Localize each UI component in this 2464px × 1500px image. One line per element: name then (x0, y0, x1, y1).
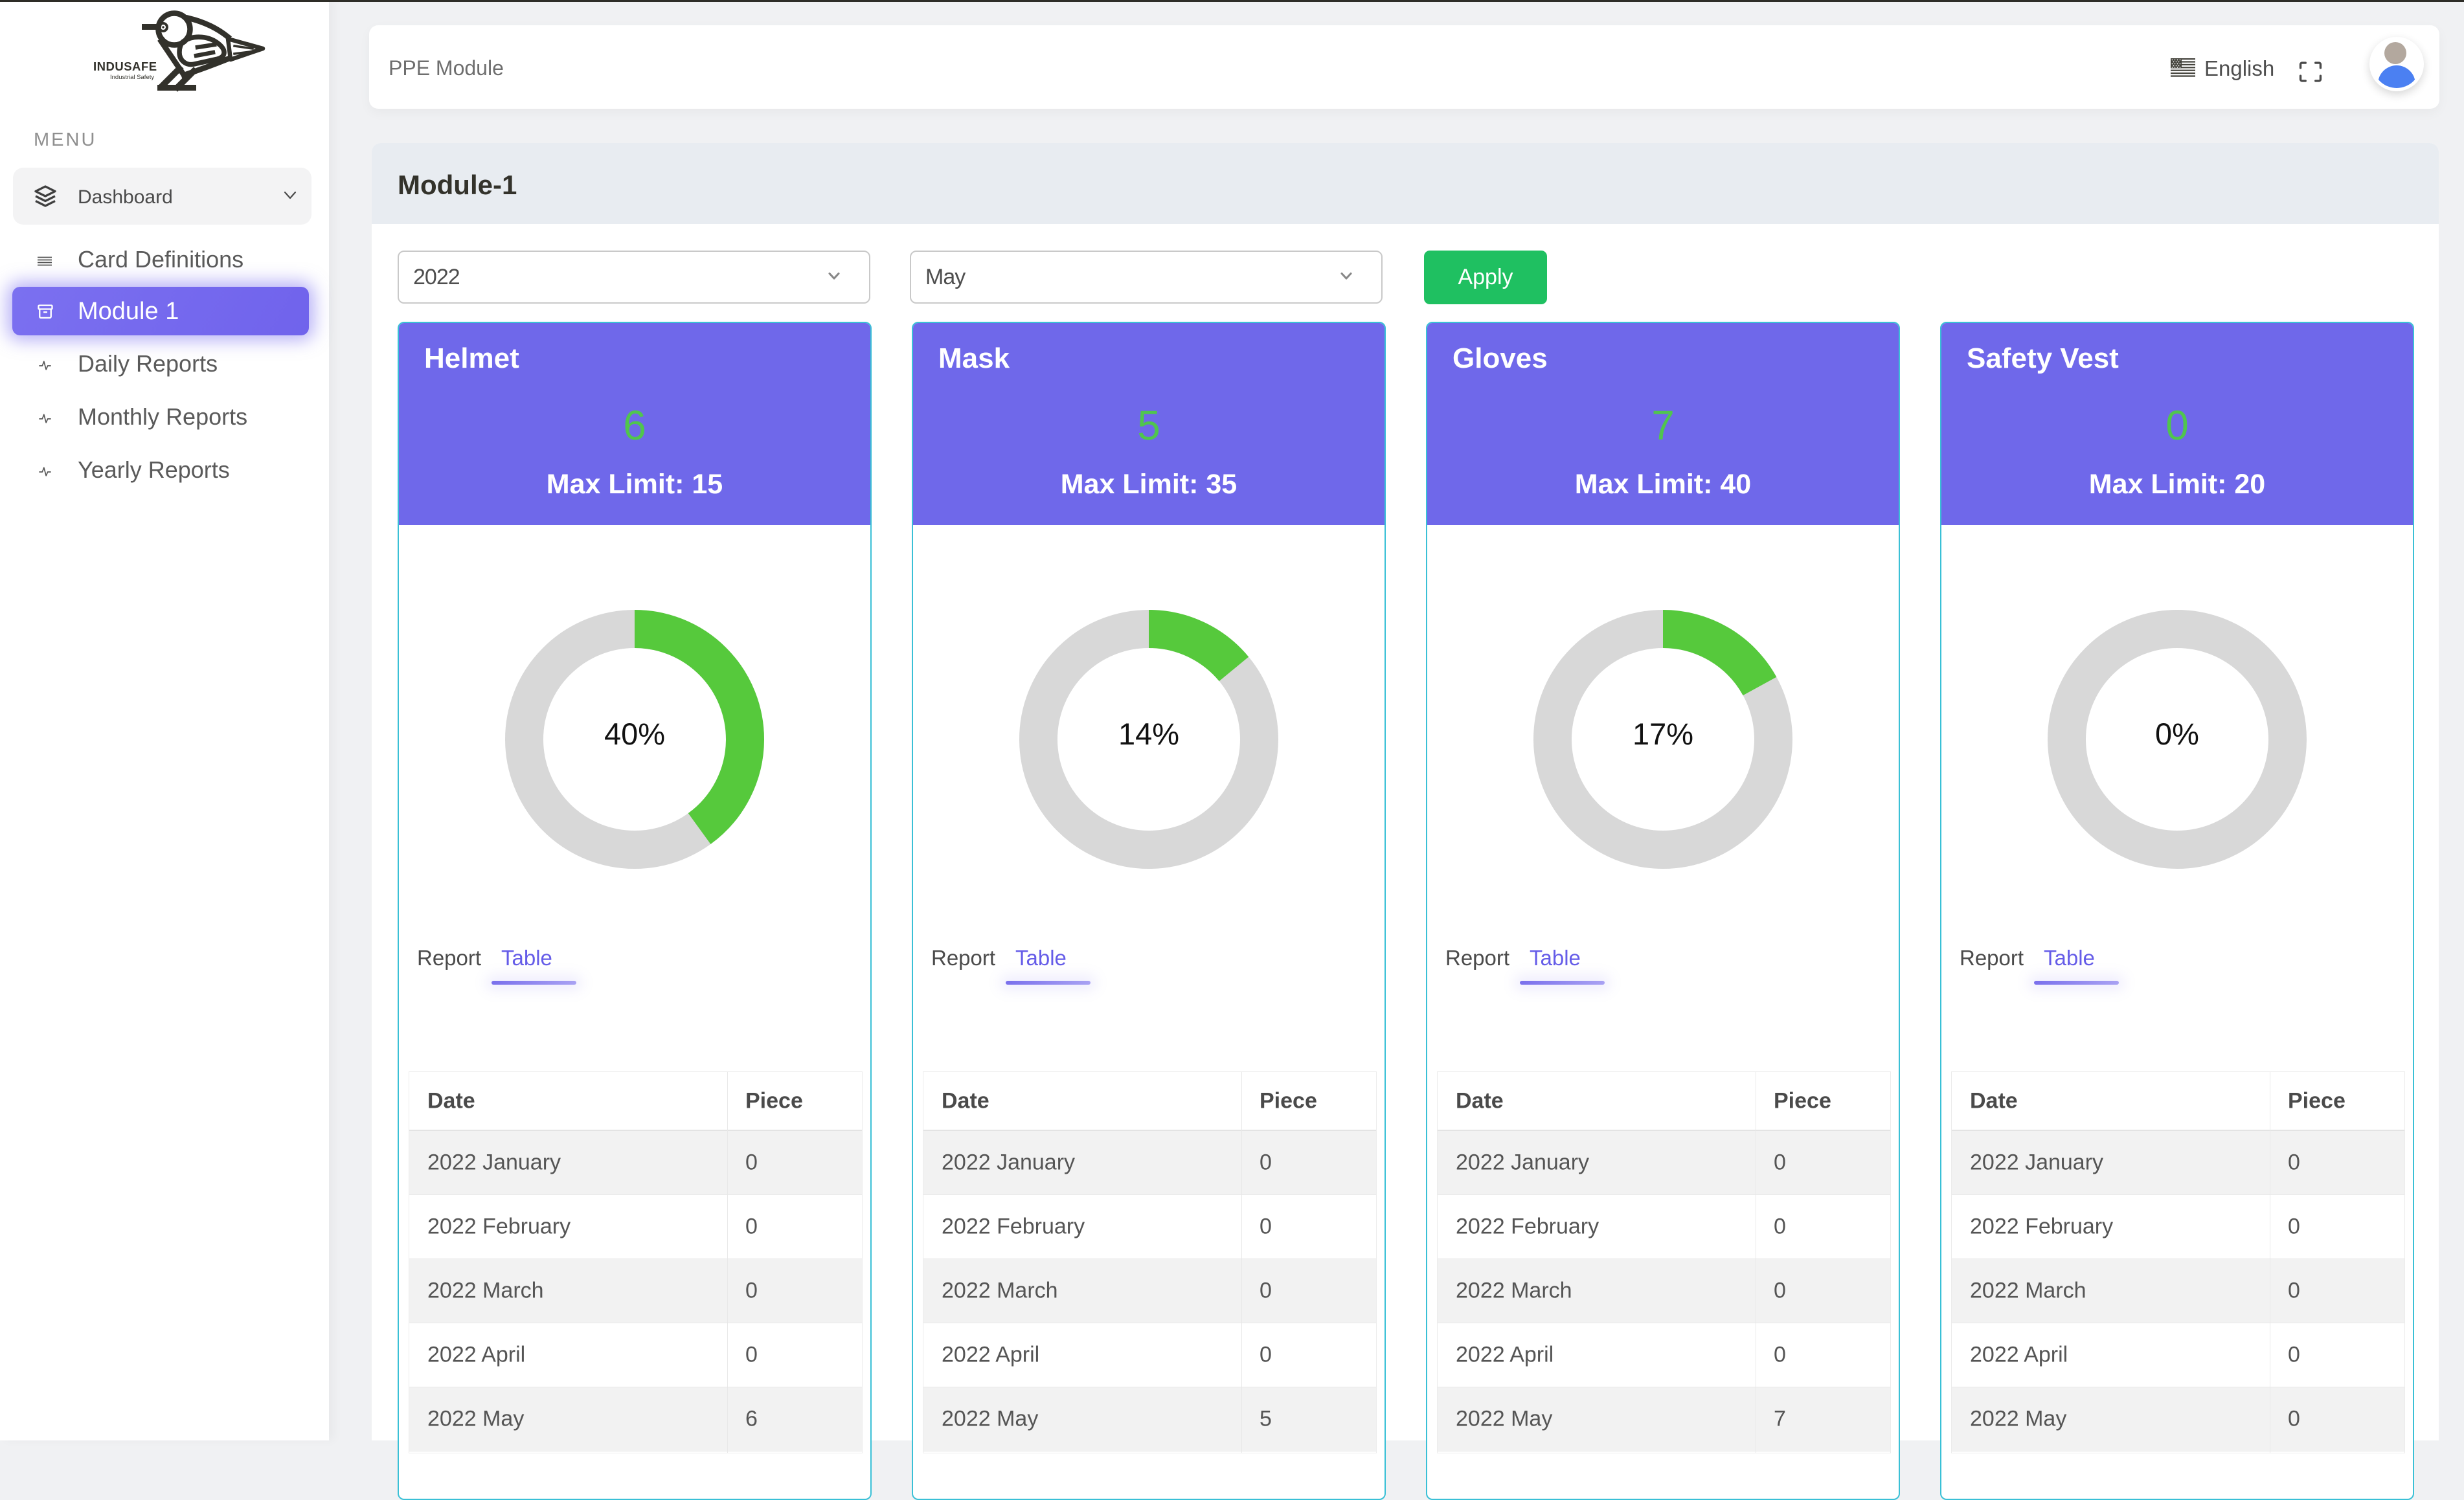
svg-text:Industrial Safety: Industrial Safety (110, 74, 154, 81)
svg-text:INDUSAFE: INDUSAFE (93, 60, 157, 73)
